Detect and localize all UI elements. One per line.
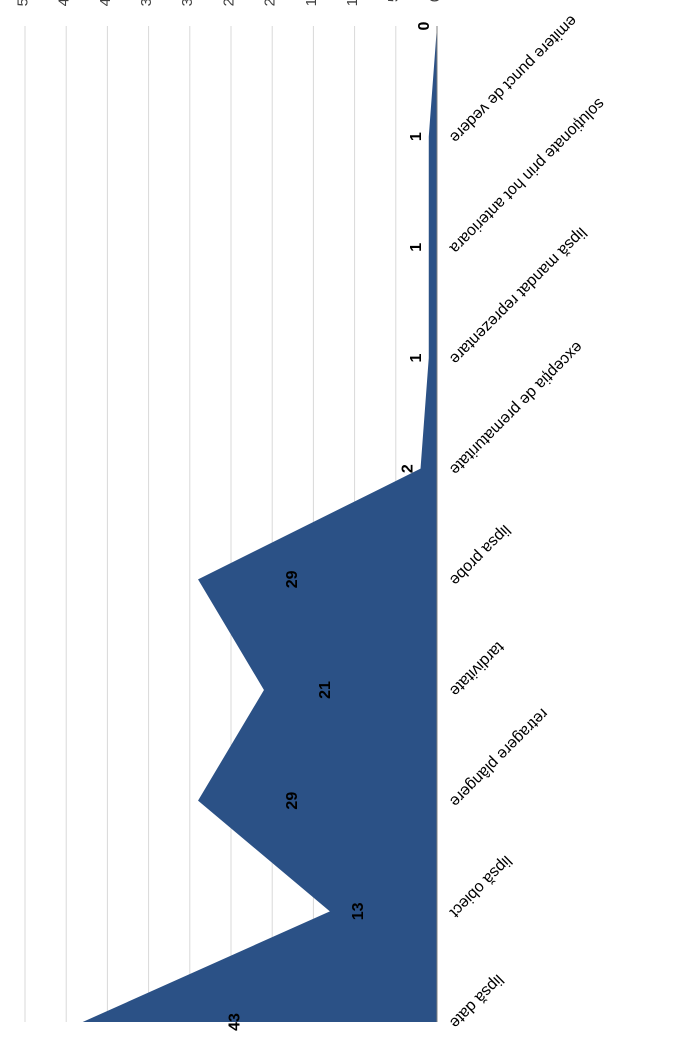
data-label: 2: [400, 464, 417, 473]
area-series: [83, 26, 437, 1022]
data-label: 1: [408, 243, 425, 252]
value-tick-label: 40: [97, 0, 114, 6]
category-label: lipsa probe: [446, 521, 513, 588]
value-tick-label: 20: [262, 0, 279, 6]
data-label: 1: [408, 132, 425, 141]
data-label: 1: [408, 353, 425, 362]
category-label: lipsă obiect: [446, 852, 515, 921]
data-label: 13: [350, 902, 367, 920]
data-label: 29: [284, 792, 301, 810]
value-tick-label: 45: [56, 0, 73, 6]
data-label: 21: [317, 681, 334, 699]
category-label: lipsă date: [446, 971, 507, 1032]
value-tick-label: 35: [138, 0, 155, 6]
value-tick-label: 5: [385, 0, 402, 2]
category-label: tardivitate: [446, 638, 507, 699]
data-label: 0: [416, 21, 433, 30]
data-label: 29: [284, 570, 301, 588]
value-tick-label: 15: [303, 0, 320, 6]
category-label: emitere punct de vedere: [446, 12, 580, 146]
value-tick-label: 30: [179, 0, 196, 6]
data-label: 43: [226, 1013, 243, 1031]
value-tick-label: 25: [220, 0, 237, 6]
value-tick-label: 50: [14, 0, 31, 6]
category-label: retragere plângere: [446, 705, 551, 810]
value-tick-label: 10: [344, 0, 361, 6]
value-tick-label: 0: [426, 0, 443, 2]
